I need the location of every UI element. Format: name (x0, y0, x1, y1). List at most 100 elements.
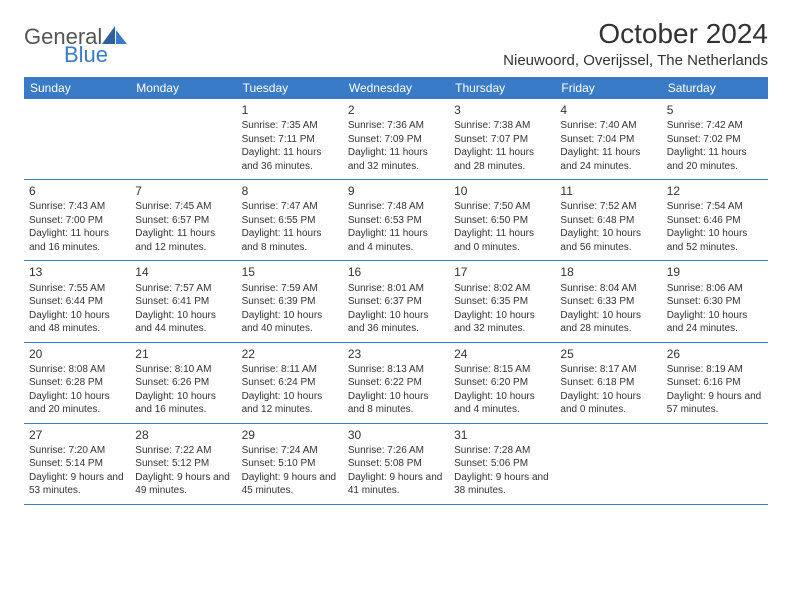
day-sunset: Sunset: 6:55 PM (242, 214, 338, 228)
day-sunrise: Sunrise: 8:17 AM (560, 363, 656, 377)
day-number: 17 (454, 264, 550, 280)
day-cell (662, 424, 768, 504)
day-sunrise: Sunrise: 7:59 AM (242, 282, 338, 296)
day-sunrise: Sunrise: 7:38 AM (454, 119, 550, 133)
day-sunrise: Sunrise: 7:42 AM (667, 119, 763, 133)
day-daylight: Daylight: 10 hours and 8 minutes. (348, 390, 444, 417)
day-sunrise: Sunrise: 8:04 AM (560, 282, 656, 296)
day-number: 2 (348, 102, 444, 118)
day-cell: 2Sunrise: 7:36 AMSunset: 7:09 PMDaylight… (343, 99, 449, 179)
day-cell: 14Sunrise: 7:57 AMSunset: 6:41 PMDayligh… (130, 261, 236, 341)
day-cell: 27Sunrise: 7:20 AMSunset: 5:14 PMDayligh… (24, 424, 130, 504)
day-cell: 15Sunrise: 7:59 AMSunset: 6:39 PMDayligh… (237, 261, 343, 341)
day-sunset: Sunset: 6:37 PM (348, 295, 444, 309)
day-cell: 18Sunrise: 8:04 AMSunset: 6:33 PMDayligh… (555, 261, 661, 341)
day-sunset: Sunset: 6:20 PM (454, 376, 550, 390)
day-sunset: Sunset: 6:53 PM (348, 214, 444, 228)
header: General Blue October 2024 Nieuwoord, Ove… (24, 18, 768, 69)
day-number: 30 (348, 427, 444, 443)
day-cell: 25Sunrise: 8:17 AMSunset: 6:18 PMDayligh… (555, 343, 661, 423)
day-sunset: Sunset: 6:16 PM (667, 376, 763, 390)
day-daylight: Daylight: 11 hours and 28 minutes. (454, 146, 550, 173)
day-cell: 29Sunrise: 7:24 AMSunset: 5:10 PMDayligh… (237, 424, 343, 504)
day-daylight: Daylight: 9 hours and 38 minutes. (454, 471, 550, 498)
day-cell (24, 99, 130, 179)
page: General Blue October 2024 Nieuwoord, Ove… (0, 0, 792, 523)
day-number: 16 (348, 264, 444, 280)
day-header-cell: Thursday (449, 77, 555, 99)
day-number: 9 (348, 183, 444, 199)
day-daylight: Daylight: 10 hours and 4 minutes. (454, 390, 550, 417)
day-number: 7 (135, 183, 231, 199)
day-number: 21 (135, 346, 231, 362)
day-number: 1 (242, 102, 338, 118)
day-sunset: Sunset: 7:02 PM (667, 133, 763, 147)
day-daylight: Daylight: 9 hours and 53 minutes. (29, 471, 125, 498)
day-sunset: Sunset: 6:57 PM (135, 214, 231, 228)
logo-text-blue: Blue (64, 42, 108, 68)
day-cell: 17Sunrise: 8:02 AMSunset: 6:35 PMDayligh… (449, 261, 555, 341)
day-daylight: Daylight: 10 hours and 0 minutes. (560, 390, 656, 417)
day-sunset: Sunset: 6:46 PM (667, 214, 763, 228)
day-daylight: Daylight: 11 hours and 20 minutes. (667, 146, 763, 173)
weeks-container: 1Sunrise: 7:35 AMSunset: 7:11 PMDaylight… (24, 99, 768, 505)
day-header-row: SundayMondayTuesdayWednesdayThursdayFrid… (24, 77, 768, 99)
day-header-cell: Saturday (662, 77, 768, 99)
day-sunrise: Sunrise: 8:11 AM (242, 363, 338, 377)
day-sunset: Sunset: 6:26 PM (135, 376, 231, 390)
day-sunrise: Sunrise: 7:47 AM (242, 200, 338, 214)
day-sunset: Sunset: 7:09 PM (348, 133, 444, 147)
day-sunrise: Sunrise: 7:48 AM (348, 200, 444, 214)
day-number: 28 (135, 427, 231, 443)
week-row: 13Sunrise: 7:55 AMSunset: 6:44 PMDayligh… (24, 261, 768, 342)
calendar: SundayMondayTuesdayWednesdayThursdayFrid… (24, 77, 768, 505)
day-sunrise: Sunrise: 8:01 AM (348, 282, 444, 296)
location: Nieuwoord, Overijssel, The Netherlands (503, 52, 768, 69)
day-daylight: Daylight: 11 hours and 16 minutes. (29, 227, 125, 254)
logo: General Blue (24, 24, 144, 68)
day-daylight: Daylight: 10 hours and 16 minutes. (135, 390, 231, 417)
day-sunset: Sunset: 5:08 PM (348, 457, 444, 471)
day-daylight: Daylight: 10 hours and 32 minutes. (454, 309, 550, 336)
day-cell: 28Sunrise: 7:22 AMSunset: 5:12 PMDayligh… (130, 424, 236, 504)
day-daylight: Daylight: 11 hours and 36 minutes. (242, 146, 338, 173)
day-daylight: Daylight: 11 hours and 0 minutes. (454, 227, 550, 254)
day-daylight: Daylight: 10 hours and 52 minutes. (667, 227, 763, 254)
day-header-cell: Sunday (24, 77, 130, 99)
day-cell: 5Sunrise: 7:42 AMSunset: 7:02 PMDaylight… (662, 99, 768, 179)
day-sunset: Sunset: 7:00 PM (29, 214, 125, 228)
day-sunrise: Sunrise: 7:36 AM (348, 119, 444, 133)
day-number: 11 (560, 183, 656, 199)
day-daylight: Daylight: 11 hours and 24 minutes. (560, 146, 656, 173)
day-cell: 19Sunrise: 8:06 AMSunset: 6:30 PMDayligh… (662, 261, 768, 341)
day-cell: 31Sunrise: 7:28 AMSunset: 5:06 PMDayligh… (449, 424, 555, 504)
day-number: 29 (242, 427, 338, 443)
day-sunset: Sunset: 6:48 PM (560, 214, 656, 228)
day-number: 19 (667, 264, 763, 280)
day-daylight: Daylight: 10 hours and 56 minutes. (560, 227, 656, 254)
day-sunrise: Sunrise: 7:24 AM (242, 444, 338, 458)
day-header-cell: Wednesday (343, 77, 449, 99)
day-sunset: Sunset: 6:33 PM (560, 295, 656, 309)
day-daylight: Daylight: 9 hours and 45 minutes. (242, 471, 338, 498)
day-cell (555, 424, 661, 504)
day-sunrise: Sunrise: 8:02 AM (454, 282, 550, 296)
day-sunrise: Sunrise: 7:57 AM (135, 282, 231, 296)
day-cell: 7Sunrise: 7:45 AMSunset: 6:57 PMDaylight… (130, 180, 236, 260)
day-cell: 20Sunrise: 8:08 AMSunset: 6:28 PMDayligh… (24, 343, 130, 423)
day-sunset: Sunset: 5:10 PM (242, 457, 338, 471)
day-cell: 3Sunrise: 7:38 AMSunset: 7:07 PMDaylight… (449, 99, 555, 179)
day-sunset: Sunset: 6:18 PM (560, 376, 656, 390)
day-sunset: Sunset: 6:22 PM (348, 376, 444, 390)
day-number: 22 (242, 346, 338, 362)
day-number: 3 (454, 102, 550, 118)
day-cell: 26Sunrise: 8:19 AMSunset: 6:16 PMDayligh… (662, 343, 768, 423)
day-number: 10 (454, 183, 550, 199)
day-sunset: Sunset: 5:06 PM (454, 457, 550, 471)
day-sunrise: Sunrise: 7:45 AM (135, 200, 231, 214)
day-sunrise: Sunrise: 7:26 AM (348, 444, 444, 458)
day-sunset: Sunset: 6:50 PM (454, 214, 550, 228)
day-sunset: Sunset: 6:30 PM (667, 295, 763, 309)
day-cell: 10Sunrise: 7:50 AMSunset: 6:50 PMDayligh… (449, 180, 555, 260)
week-row: 1Sunrise: 7:35 AMSunset: 7:11 PMDaylight… (24, 99, 768, 180)
